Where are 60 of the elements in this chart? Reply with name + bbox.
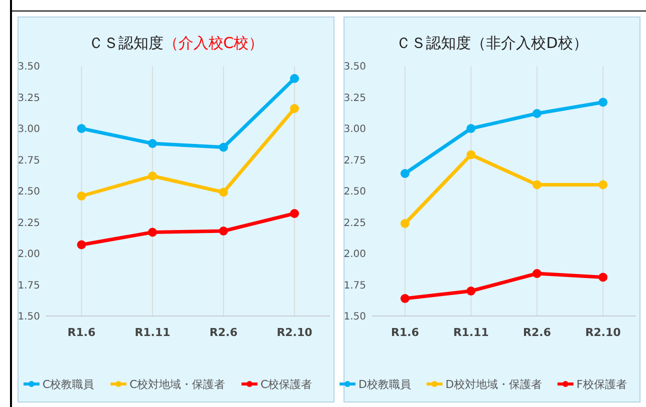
point xyxy=(290,74,299,83)
point xyxy=(219,142,228,152)
y-tick-label: 3.50 xyxy=(344,62,366,72)
x-tick-label: R1.11 xyxy=(453,326,489,339)
y-tick-label: 3.50 xyxy=(18,62,40,72)
point xyxy=(532,180,542,190)
point xyxy=(466,124,476,133)
legend-label: C校保護者 xyxy=(260,378,312,391)
point xyxy=(466,150,476,160)
y-tick-label: 2.00 xyxy=(344,249,366,260)
y-tick-label: 2.50 xyxy=(344,186,366,198)
y-tick-label: 1.50 xyxy=(344,312,366,322)
x-tick-label: R2.10 xyxy=(585,326,622,339)
legend-label: C校教職員 xyxy=(42,378,94,391)
point xyxy=(219,188,228,197)
point xyxy=(219,226,228,236)
x-tick-label: R2.6 xyxy=(210,326,238,339)
point xyxy=(598,180,608,190)
point xyxy=(400,219,410,228)
y-tick-label: 3.00 xyxy=(344,124,366,135)
point xyxy=(77,240,86,250)
point xyxy=(598,272,608,282)
y-tick-label: 3.00 xyxy=(18,124,40,135)
chart-title: ＣＳ認知度 xyxy=(396,34,472,52)
y-tick-label: 2.75 xyxy=(344,155,366,166)
point xyxy=(148,139,157,148)
chart-subtitle: （介入校C校） xyxy=(163,34,264,52)
y-tick-label: 2.75 xyxy=(18,155,40,166)
y-tick-label: 3.25 xyxy=(344,92,366,104)
legend-label: C校対地域・保護者 xyxy=(130,378,226,391)
point xyxy=(148,172,157,180)
y-tick-label: 3.25 xyxy=(18,92,40,104)
y-tick-label: 1.75 xyxy=(18,280,40,292)
y-tick-label: 2.25 xyxy=(344,218,366,229)
y-tick-label: 2.50 xyxy=(18,186,40,198)
legend-label: D校教職員 xyxy=(358,378,411,391)
y-tick-label: 1.50 xyxy=(18,312,40,322)
point xyxy=(532,109,542,118)
point xyxy=(466,286,476,296)
x-tick-label: R1.6 xyxy=(68,326,96,339)
point xyxy=(532,269,542,278)
point xyxy=(598,98,608,107)
point xyxy=(400,169,410,178)
x-tick-label: R1.6 xyxy=(391,326,420,339)
point xyxy=(148,228,157,237)
point xyxy=(77,124,86,133)
y-tick-label: 1.75 xyxy=(344,280,366,292)
chart-title: ＣＳ認知度 xyxy=(88,34,164,52)
x-tick-label: R2.6 xyxy=(523,326,552,339)
point xyxy=(290,209,299,218)
point xyxy=(77,192,86,200)
x-tick-label: R2.10 xyxy=(276,326,313,339)
y-tick-label: 2.00 xyxy=(18,249,40,260)
point xyxy=(290,104,299,113)
point xyxy=(400,294,410,303)
legend-label: F校保護者 xyxy=(576,378,627,391)
y-tick-label: 2.25 xyxy=(18,218,40,229)
legend-label: D校対地域・保護者 xyxy=(446,378,542,391)
chart-subtitle: （非介入校D校） xyxy=(471,34,588,52)
x-tick-label: R1.11 xyxy=(134,326,170,339)
